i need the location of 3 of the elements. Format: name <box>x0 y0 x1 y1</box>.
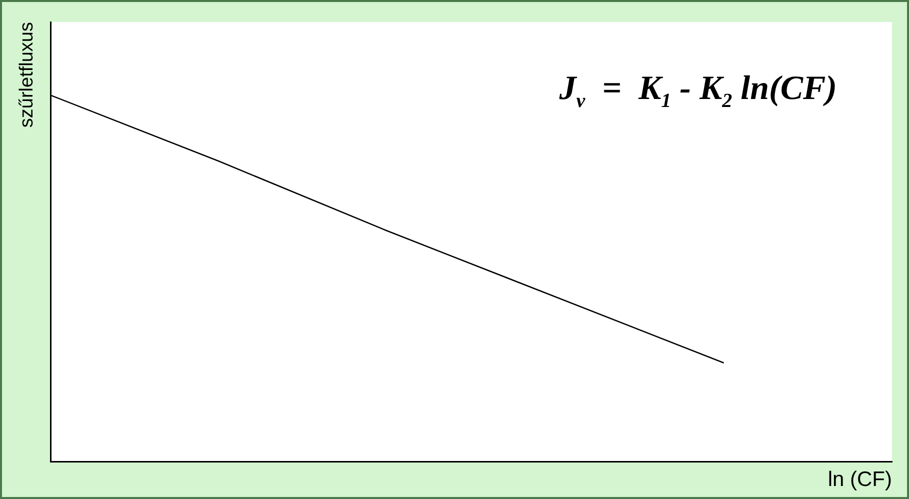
annotation: J$_{v}$ = K$_{1}$ - K$_{2}$ ln(CF) <box>559 70 837 113</box>
x-axis-title: ln (CF) <box>828 468 892 492</box>
y-axis-title: szűrletfluxus <box>16 22 38 128</box>
